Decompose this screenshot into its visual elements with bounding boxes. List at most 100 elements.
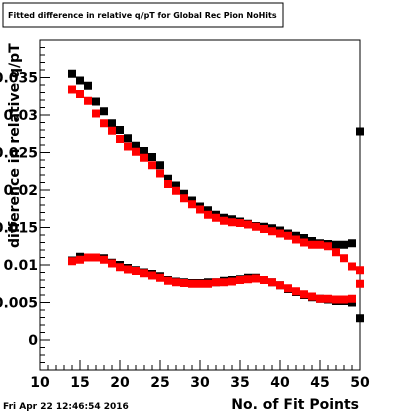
data-point-series-4 <box>308 292 316 301</box>
data-point-series-1 <box>140 147 148 155</box>
data-point-series-3 <box>284 231 292 240</box>
x-axis-ticks <box>39 360 361 370</box>
data-point-series-4 <box>172 278 180 287</box>
title-frame <box>2 2 284 28</box>
title-box: Fitted difference in relative q/pT for G… <box>2 2 284 28</box>
y-tick-label: 0 <box>28 333 38 349</box>
data-point-series-1 <box>100 107 108 116</box>
data-point-series-4 <box>236 276 244 284</box>
data-point-series-3 <box>228 218 236 227</box>
data-point-series-4 <box>196 279 204 288</box>
data-point-series-1 <box>108 119 116 128</box>
data-point-series-3 <box>196 205 204 214</box>
data-point-series-4 <box>268 278 276 287</box>
data-point-series-3 <box>220 216 228 225</box>
data-point-series-3 <box>340 254 348 263</box>
data-point-series-1 <box>204 206 212 215</box>
data-point-series-4 <box>148 271 156 280</box>
data-point-series-2 <box>356 314 364 323</box>
data-point-series-3 <box>140 153 148 162</box>
data-point-series-3 <box>92 109 100 118</box>
data-point-series-4 <box>348 294 356 303</box>
data-point-series-4 <box>324 294 332 303</box>
data-point-series-4 <box>156 273 164 282</box>
data-point-series-1 <box>124 134 132 143</box>
x-tick-label: 35 <box>230 375 249 391</box>
data-point-series-3 <box>76 90 84 98</box>
data-point-series-1 <box>300 234 308 242</box>
data-point-series-1 <box>148 153 156 161</box>
data-point-series-1 <box>164 174 172 183</box>
data-point-series-3 <box>108 126 116 135</box>
data-point-series-3 <box>348 262 356 271</box>
timestamp: Fri Apr 22 12:46:54 2016 <box>3 402 129 412</box>
data-point-series-4 <box>316 294 324 303</box>
data-point-series-4 <box>92 253 100 262</box>
data-point-series-1 <box>132 141 140 150</box>
data-point-series-3 <box>212 213 220 222</box>
y-axis-ticks <box>40 39 50 371</box>
data-markers <box>68 69 364 323</box>
data-point-series-3 <box>316 240 324 249</box>
y-tick-label: 0.02 <box>3 183 38 199</box>
data-point-series-4 <box>164 276 172 285</box>
data-point-series-3 <box>172 186 180 195</box>
data-point-series-1 <box>348 239 356 248</box>
data-point-series-4 <box>84 253 92 262</box>
x-tick-label: 45 <box>310 375 329 391</box>
data-point-series-3 <box>68 85 76 94</box>
data-point-series-3 <box>244 220 252 229</box>
data-point-series-4 <box>228 277 236 286</box>
data-point-series-1 <box>172 181 180 190</box>
data-point-series-4 <box>100 255 108 264</box>
data-point-series-3 <box>84 96 92 105</box>
y-tick-label: 0.03 <box>3 108 38 124</box>
x-tick-label: 25 <box>150 375 169 391</box>
data-point-series-3 <box>356 266 364 275</box>
x-axis-tick-labels: 10 15 20 25 30 35 40 45 50 <box>30 375 370 391</box>
x-tick-label: 20 <box>110 375 130 391</box>
data-point-series-3 <box>236 219 244 227</box>
data-point-series-1 <box>76 76 84 85</box>
data-point-series-1 <box>340 240 348 249</box>
data-point-series-4 <box>356 279 364 288</box>
data-point-series-3 <box>204 210 212 219</box>
data-point-series-3 <box>188 200 196 209</box>
data-point-series-3 <box>116 135 124 143</box>
x-tick-label: 30 <box>190 375 210 391</box>
data-point-series-3 <box>300 238 308 247</box>
data-point-series-3 <box>164 180 172 188</box>
x-tick-label: 15 <box>70 375 89 391</box>
data-point-series-3 <box>156 169 164 178</box>
data-point-series-4 <box>244 275 252 284</box>
data-point-series-3 <box>276 229 284 238</box>
data-point-series-1 <box>84 81 92 90</box>
data-point-series-4 <box>108 259 116 268</box>
y-tick-label: 0.01 <box>3 258 38 274</box>
data-point-series-4 <box>204 279 212 288</box>
data-point-series-4 <box>276 281 284 290</box>
y-axis-label: difference in relative q/pT <box>7 43 23 248</box>
data-point-series-4 <box>68 257 76 266</box>
x-axis-label: No. of Fit Points <box>231 397 359 413</box>
y-axis-tick-labels: 0 0.005 0.01 0.015 0.02 0.025 0.03 0.035 <box>0 71 38 350</box>
data-point-series-4 <box>300 290 308 299</box>
data-point-series-4 <box>124 265 132 274</box>
data-point-series-4 <box>116 263 124 272</box>
x-tick-label: 50 <box>350 375 370 391</box>
data-point-series-4 <box>220 278 228 287</box>
data-point-series-4 <box>284 284 292 293</box>
data-point-series-3 <box>324 242 332 251</box>
y-tick-label: 0.025 <box>0 146 38 162</box>
y-tick-label: 0.015 <box>0 221 38 237</box>
data-point-series-4 <box>332 295 340 304</box>
x-tick-label: 10 <box>30 375 50 391</box>
data-point-series-4 <box>188 279 196 288</box>
data-point-series-1 <box>68 69 76 78</box>
y-tick-label: 0.005 <box>0 296 38 312</box>
data-point-series-4 <box>76 255 84 264</box>
data-point-series-1 <box>332 240 340 249</box>
data-point-series-3 <box>100 119 108 128</box>
x-tick-label: 40 <box>270 375 290 391</box>
